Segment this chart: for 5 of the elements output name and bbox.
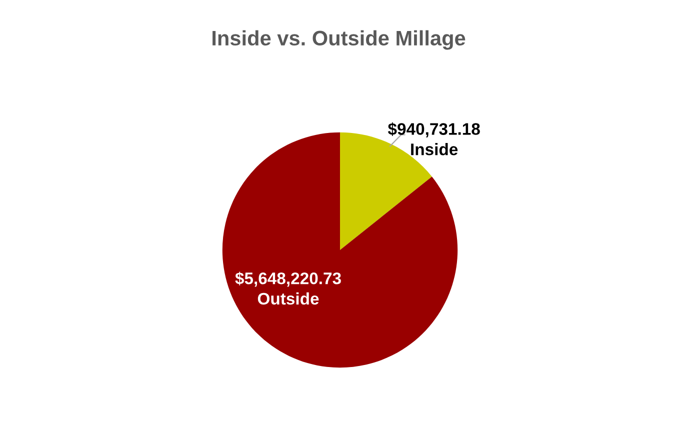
slice-label: Outside bbox=[258, 292, 319, 305]
data-label: $940,731.18 bbox=[388, 122, 480, 138]
chart-title: Inside vs. Outside Millage bbox=[212, 30, 466, 50]
slice-label: Inside bbox=[411, 143, 458, 156]
data-label: $5,648,220.73 bbox=[235, 272, 341, 287]
